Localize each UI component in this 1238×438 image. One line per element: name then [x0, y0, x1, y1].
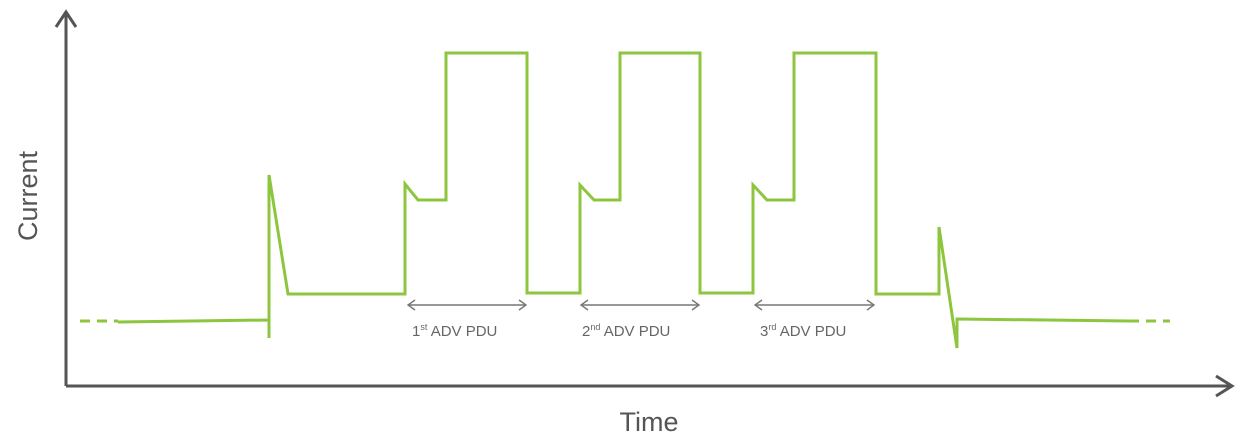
pdu-span-1: 1st ADV PDU [406, 299, 528, 340]
pdu-span-2-left-arrowhead [579, 299, 589, 311]
x-axis-arrowhead [1215, 374, 1235, 398]
pdu-label-2: 2nd ADV PDU [582, 322, 670, 340]
pdu-span-2-right-arrowhead [691, 299, 701, 311]
y-axis-title: Current [13, 150, 43, 241]
axes [54, 9, 1235, 398]
pdu-span-2: 2nd ADV PDU [579, 299, 701, 340]
pdu-label-1: 1st ADV PDU [412, 322, 497, 340]
pdu-label-3: 3rd ADV PDU [760, 322, 846, 340]
pdu-span-3-left-arrowhead [753, 299, 763, 311]
y-axis-arrowhead [54, 9, 78, 28]
pdu-span-1-left-arrowhead [406, 299, 416, 311]
pdu-span-1-right-arrowhead [518, 299, 528, 311]
pdu-span-3-right-arrowhead [866, 299, 876, 311]
x-axis-title: Time [620, 407, 679, 437]
current-waveform [80, 51, 1170, 349]
waveform-trace [117, 51, 1130, 349]
pdu-span-3: 3rd ADV PDU [753, 299, 876, 340]
